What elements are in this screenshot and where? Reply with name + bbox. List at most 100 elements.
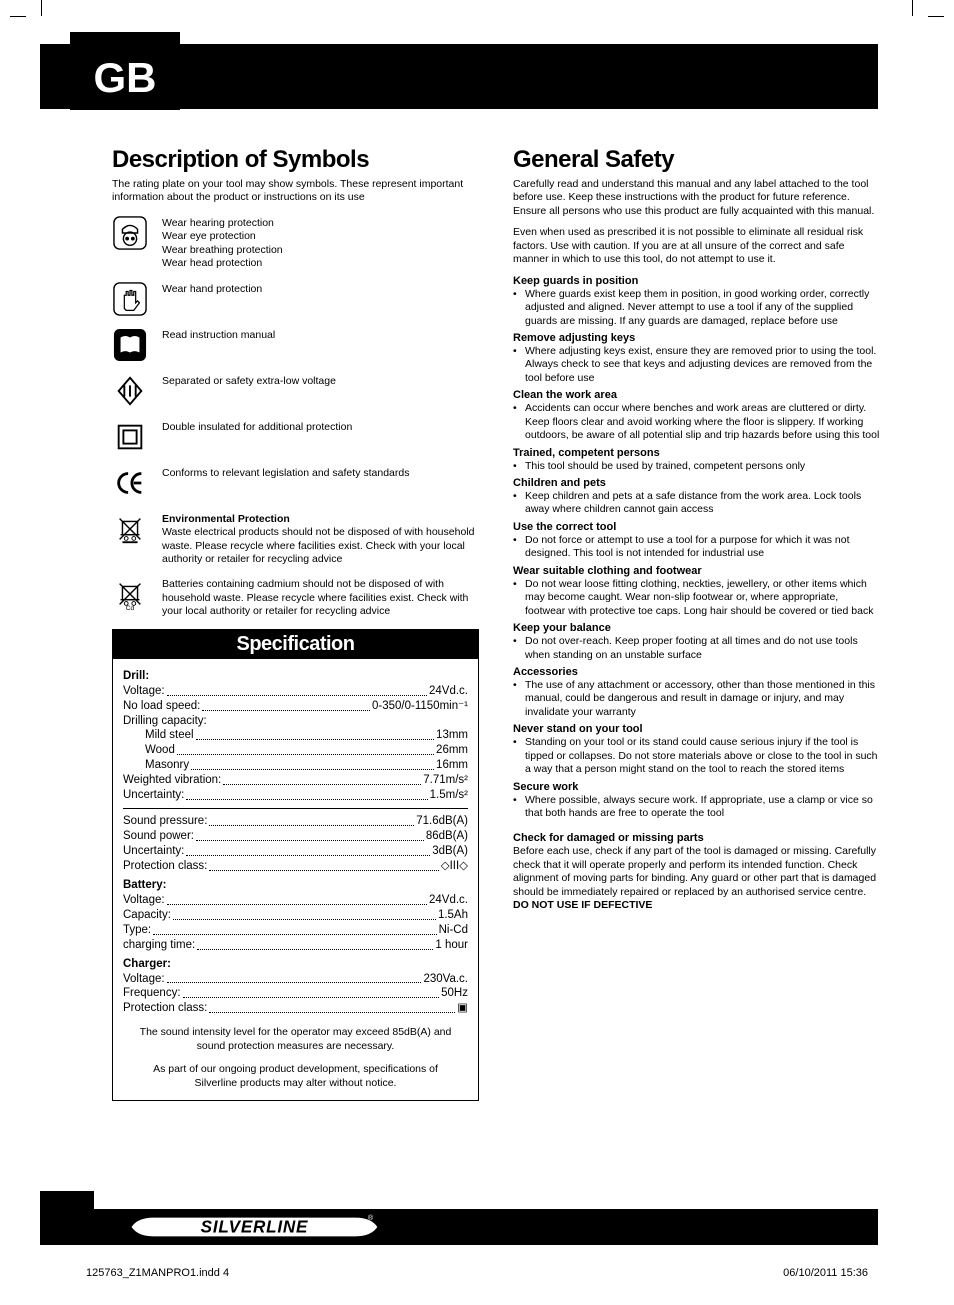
safety-subheading: Use the correct tool: [513, 521, 880, 533]
safety-subheading: Trained, competent persons: [513, 447, 880, 459]
spec-value: 86dB(A): [426, 829, 468, 844]
spec-line: Sound pressure:71.6dB(A): [123, 814, 468, 829]
spec-line: Weighted vibration:7.71m/s²: [123, 773, 468, 788]
safety-subheading: Children and pets: [513, 477, 880, 489]
safety-subheading: Clean the work area: [513, 389, 880, 401]
spec-value: 230Va.c.: [423, 972, 468, 987]
safety-item: Standing on your tool or its stand could…: [513, 736, 880, 776]
spec-label: Voltage:: [123, 684, 165, 699]
safety-list: Do not wear loose fitting clothing, neck…: [513, 578, 880, 618]
symbol-text: Separated or safety extra-low voltage: [162, 373, 336, 388]
spec-label: No load speed:: [123, 699, 200, 714]
spec-dots: [186, 844, 430, 856]
spec-label: Capacity:: [123, 908, 171, 923]
safety-intro-1: Carefully read and understand this manua…: [513, 178, 880, 218]
spec-value: ◇III◇: [441, 859, 468, 874]
symbols-intro: The rating plate on your tool may show s…: [112, 178, 479, 205]
spec-value: 16mm: [436, 758, 468, 773]
ppe-icon: [112, 215, 148, 251]
symbol-row: Environmental ProtectionWaste electrical…: [112, 511, 479, 567]
safety-subheading: Wear suitable clothing and footwear: [513, 565, 880, 577]
region-tab: GB: [70, 32, 180, 110]
spec-dots: [209, 814, 414, 826]
safety-item: Keep children and pets at a safe distanc…: [513, 490, 880, 517]
symbol-text: Double insulated for additional protecti…: [162, 419, 352, 434]
spec-line: Protection class:◇III◇: [123, 859, 468, 874]
symbol-subheading: Environmental Protection: [162, 513, 479, 526]
spec-dots: [167, 972, 422, 984]
safety-item: Do not over-reach. Keep proper footing a…: [513, 635, 880, 662]
specification-box: Specification Drill: Voltage:24Vd.c.No l…: [112, 629, 479, 1101]
symbol-line: Separated or safety extra-low voltage: [162, 375, 336, 388]
spec-label: Uncertainty:: [123, 788, 184, 803]
spec-value: 1 hour: [435, 938, 468, 953]
spec-line: Mild steel13mm: [145, 728, 468, 743]
safety-list: This tool should be used by trained, com…: [513, 460, 880, 473]
spec-line: charging time:1 hour: [123, 938, 468, 953]
spec-line: Uncertainty:3dB(A): [123, 844, 468, 859]
safety-item: Where guards exist keep them in position…: [513, 288, 880, 328]
spec-body: Drill: Voltage: 24Vd.c. No load speed:0-35…: [113, 659, 478, 1100]
symbols-heading: Description of Symbols: [112, 146, 479, 174]
safety-list: Standing on your tool or its stand could…: [513, 736, 880, 776]
safety-item: This tool should be used by trained, com…: [513, 460, 880, 473]
safety-list: Where possible, always secure work. If a…: [513, 794, 880, 821]
spec-value: 71.6dB(A): [416, 814, 468, 829]
check-body: Before each use, check if any part of th…: [513, 845, 880, 912]
symbol-row: Wear hand protection: [112, 281, 479, 317]
symbol-text: Batteries containing cadmium should not …: [162, 576, 479, 618]
symbol-row: Cd Batteries containing cadmium should no…: [112, 576, 479, 618]
check-heading: Check for damaged or missing parts: [513, 832, 880, 844]
spec-dots: [183, 986, 440, 998]
safety-subheading: Accessories: [513, 666, 880, 678]
spec-dots: [153, 923, 436, 935]
safety-list: Do not force or attempt to use a tool fo…: [513, 534, 880, 561]
spec-value: 24Vd.c.: [429, 893, 468, 908]
symbol-text: Environmental ProtectionWaste electrical…: [162, 511, 479, 567]
spec-line: Capacity:1.5Ah: [123, 908, 468, 923]
spec-label: Voltage:: [123, 972, 165, 987]
battery-cd-icon: Cd: [112, 576, 148, 612]
spec-line: Masonry16mm: [145, 758, 468, 773]
spec-line: Frequency:50Hz: [123, 986, 468, 1001]
safety-item: Do not force or attempt to use a tool fo…: [513, 534, 880, 561]
print-date: 06/10/2011 15:36: [783, 1267, 868, 1279]
safety-item: Accidents can occur where benches and wo…: [513, 402, 880, 442]
spec-label: Wood: [145, 743, 175, 758]
spec-line: Voltage: 230Va.c.: [123, 972, 468, 987]
spec-dots: [173, 908, 436, 920]
symbol-row: Read instruction manual: [112, 327, 479, 363]
safety-subheading: Secure work: [513, 781, 880, 793]
safety-subheading: Keep your balance: [513, 622, 880, 634]
spec-dots: [167, 684, 427, 696]
symbol-line: Wear hand protection: [162, 283, 262, 296]
spec-line: Type:Ni-Cd: [123, 923, 468, 938]
crop-mark: [912, 0, 928, 16]
spec-dots: [202, 699, 370, 711]
spec-label: Voltage:: [123, 893, 165, 908]
symbol-line: Conforms to relevant legislation and saf…: [162, 467, 409, 480]
spec-dots: [167, 893, 427, 905]
spec-label: Weighted vibration:: [123, 773, 221, 788]
left-column: Description of Symbols The rating plate …: [112, 146, 479, 1101]
svg-text:Cd: Cd: [126, 605, 135, 611]
spec-label: Frequency:: [123, 986, 181, 1001]
safety-list: Where adjusting keys exist, ensure they …: [513, 345, 880, 385]
footer-bar: SILVERLINE ®: [40, 1209, 878, 1245]
spec-label: Sound power:: [123, 829, 194, 844]
spec-dots: [209, 1001, 455, 1013]
page: GB Description of Symbols The rating pla…: [0, 0, 954, 1305]
manual-icon: [112, 327, 148, 363]
selv-icon: [112, 373, 148, 409]
spec-drill-h: Drill:: [123, 669, 468, 684]
safety-list: Accidents can occur where benches and wo…: [513, 402, 880, 442]
spec-dots: [209, 859, 438, 871]
safety-subheading: Keep guards in position: [513, 275, 880, 287]
symbol-line: Double insulated for additional protecti…: [162, 421, 352, 434]
spec-dots: [223, 773, 421, 785]
safety-item: Where possible, always secure work. If a…: [513, 794, 880, 821]
content-columns: Description of Symbols The rating plate …: [112, 146, 880, 1101]
weee-icon: [112, 511, 148, 547]
spec-battery-h: Battery:: [123, 878, 468, 893]
spec-line: No load speed:0-350/0-1150min⁻¹: [123, 699, 468, 714]
